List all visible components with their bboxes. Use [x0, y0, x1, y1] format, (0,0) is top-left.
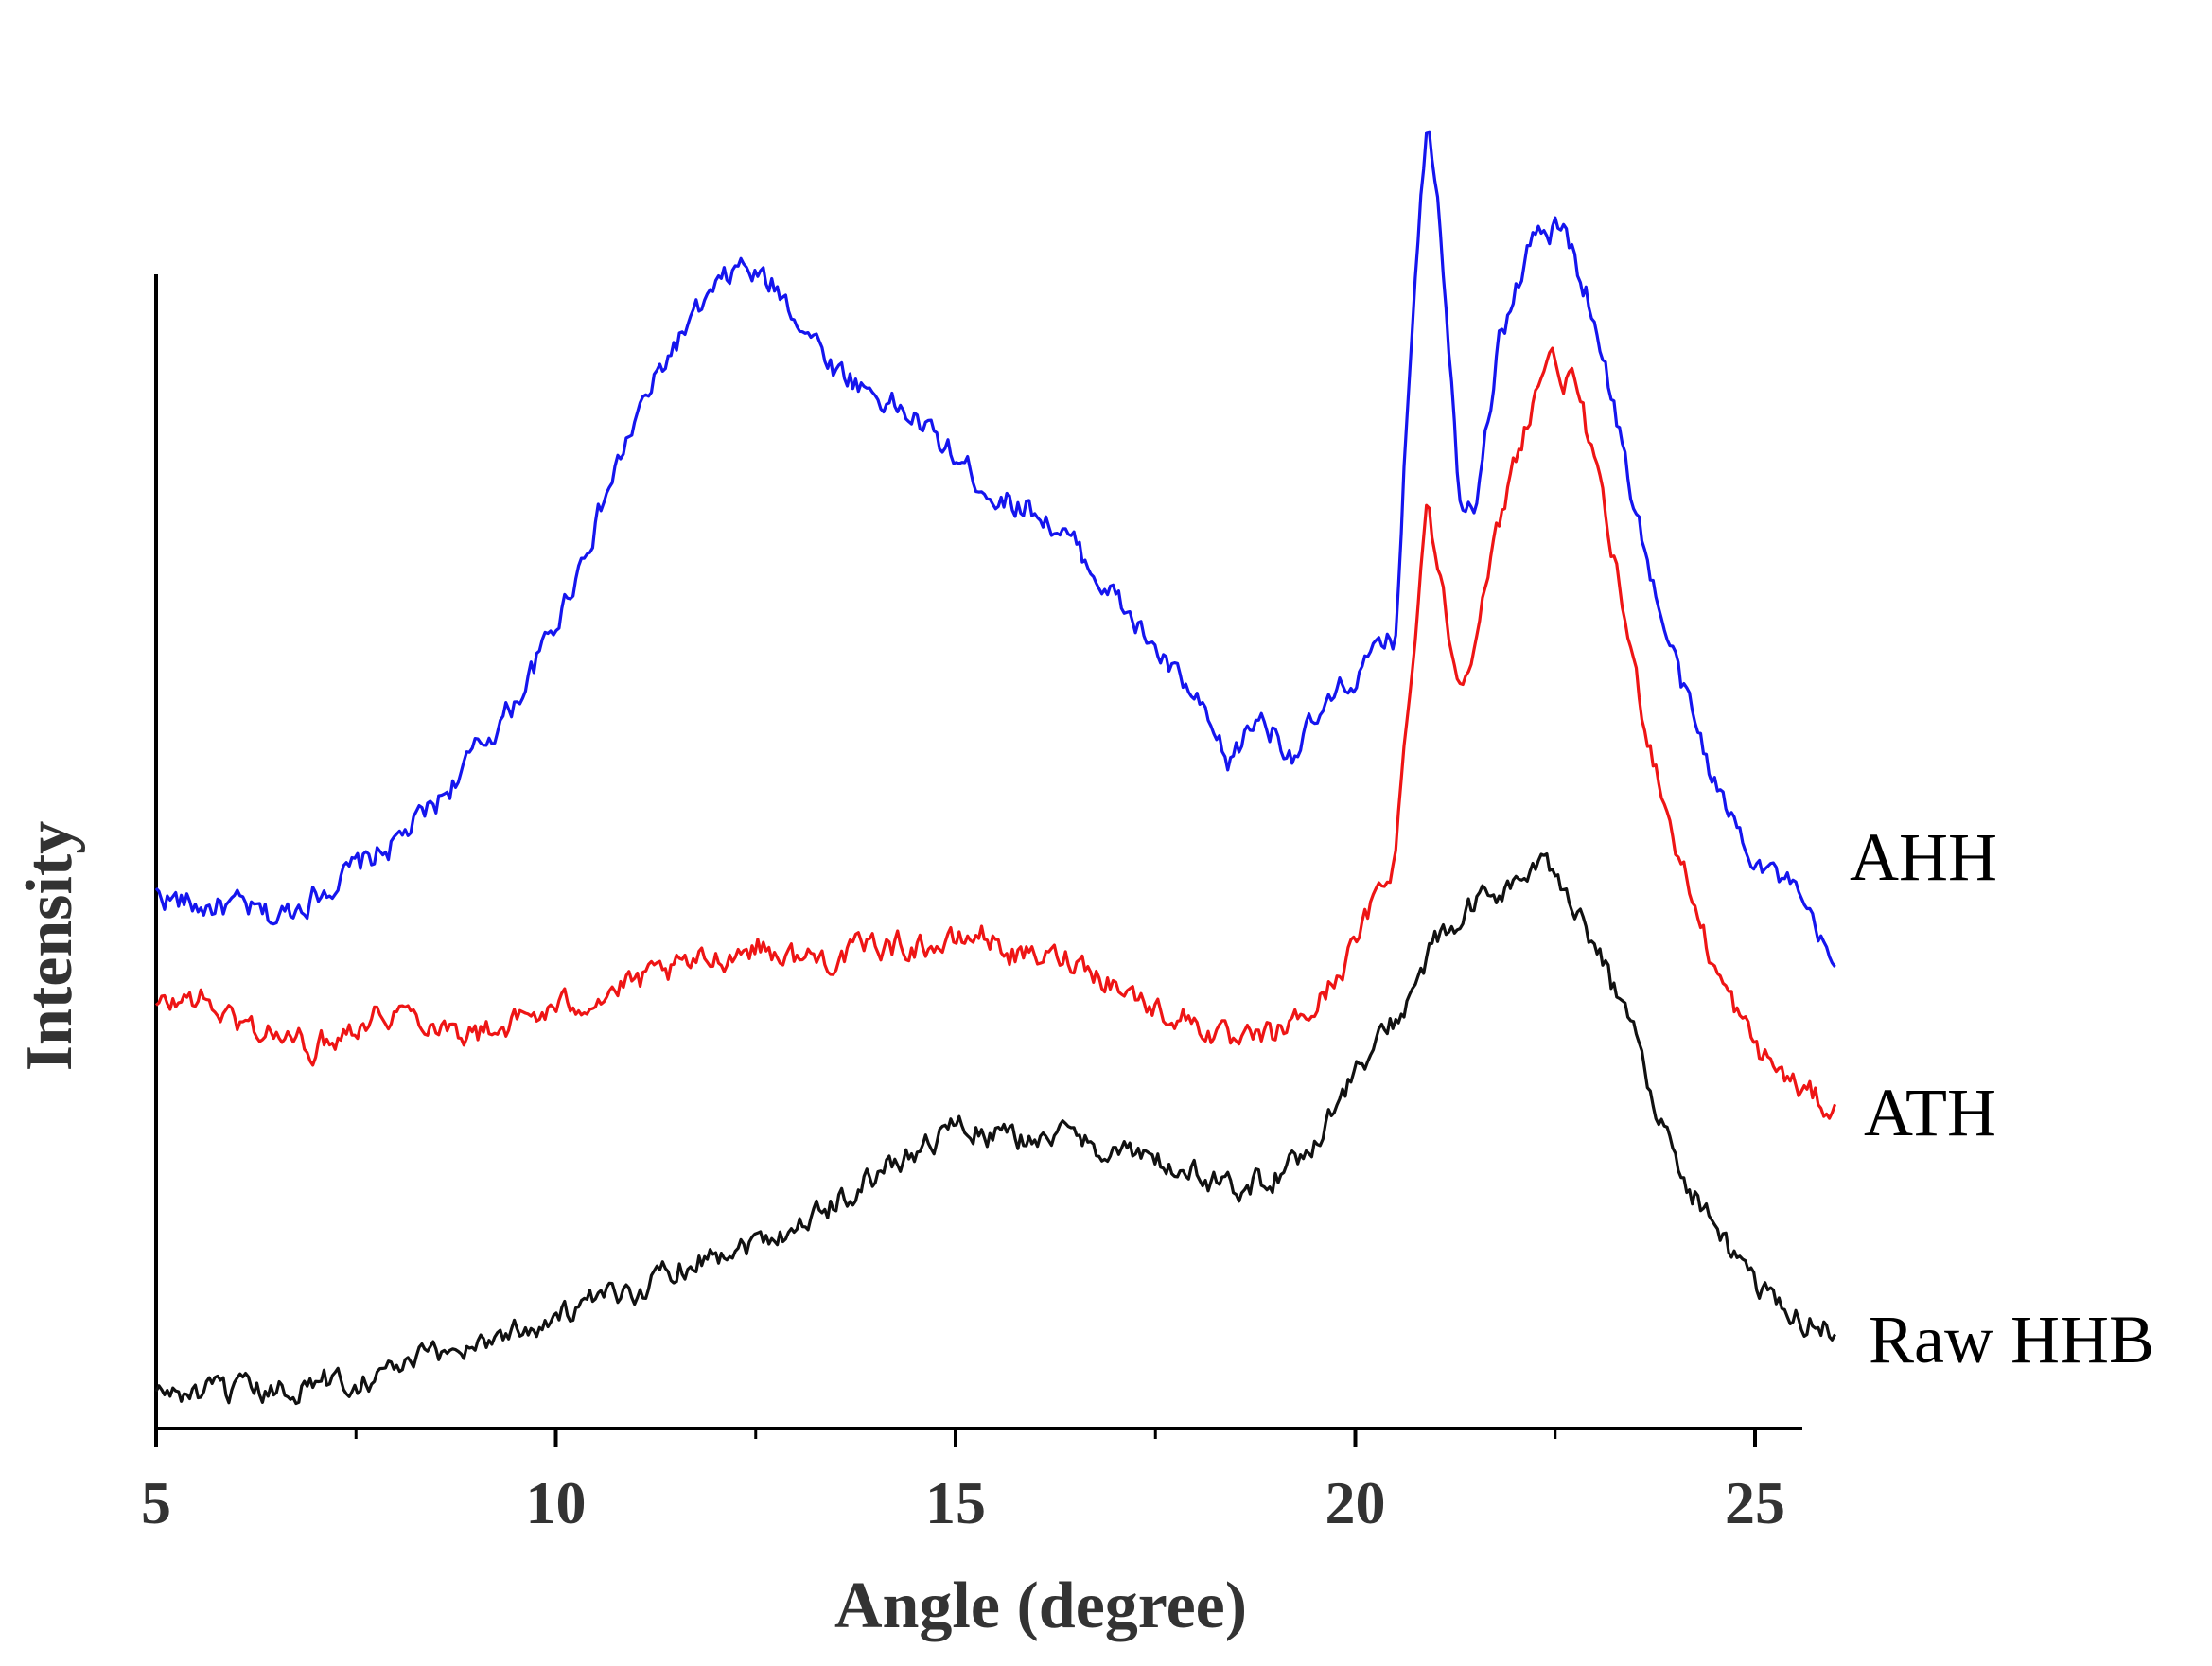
series-label-ahh: AHH — [1850, 819, 1997, 895]
x-tick-label: 20 — [1325, 1469, 1386, 1536]
x-tick-label: 25 — [1725, 1469, 1785, 1536]
x-tick-label: 5 — [141, 1469, 171, 1536]
series-line-ath — [154, 346, 1837, 1120]
axes: 5 10 15 20 25 — [141, 274, 1802, 1536]
series-line-ahh — [154, 130, 1836, 968]
y-axis-title: Intensity — [13, 821, 86, 1071]
series-group — [154, 130, 1837, 1406]
series-label-ath: ATH — [1864, 1075, 1996, 1150]
series-line-raw-hhb — [154, 851, 1836, 1406]
series-label-raw-hhb: Raw HHB — [1869, 1302, 2154, 1377]
x-tick-label: 10 — [526, 1469, 587, 1536]
x-axis-title: Angle (degree) — [834, 1570, 1247, 1642]
labels: Angle (degree) Intensity AHH ATH Raw HHB — [13, 819, 2154, 1642]
x-tick-label: 15 — [925, 1469, 986, 1536]
